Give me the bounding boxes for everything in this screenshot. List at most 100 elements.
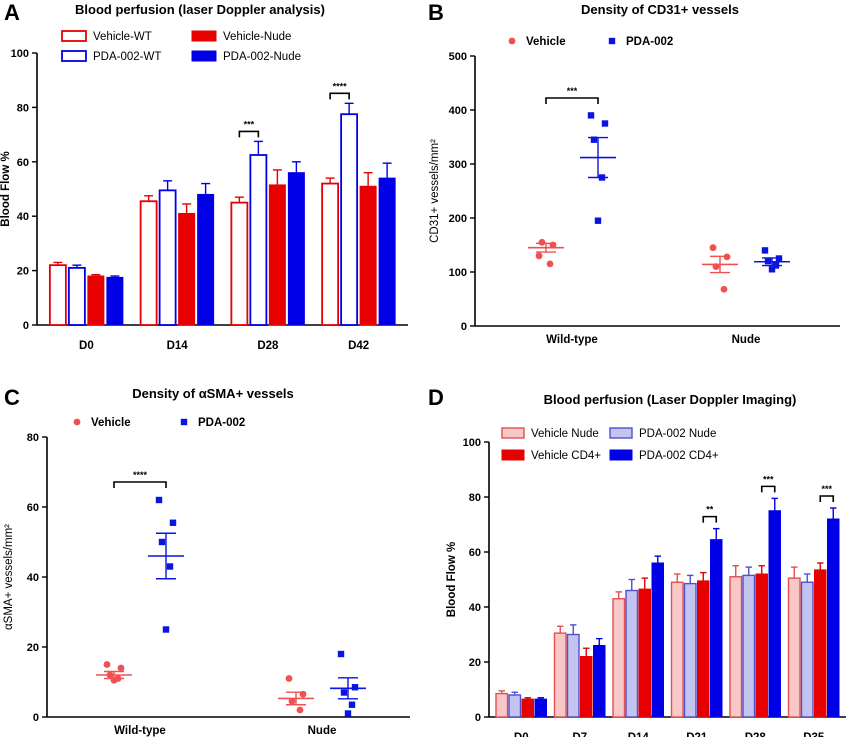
- legend-marker: [508, 37, 516, 45]
- y-tick-label: 40: [469, 602, 481, 614]
- x-tick-label: Wild-type: [546, 334, 598, 346]
- y-tick-label: 0: [23, 320, 29, 332]
- y-tick-label: 500: [449, 51, 467, 63]
- x-tick-label: D0: [514, 732, 529, 737]
- bar: [800, 581, 814, 718]
- bar: [625, 589, 639, 718]
- data-point: [549, 241, 557, 249]
- bar: [553, 632, 567, 718]
- legend-label: Vehicle CD4+: [531, 450, 601, 462]
- legend-marker: [73, 418, 81, 426]
- y-tick-label: 0: [461, 321, 467, 333]
- data-point: [169, 519, 177, 526]
- significance-label: ***: [244, 119, 255, 129]
- y-tick-label: 40: [17, 211, 29, 223]
- bar: [534, 698, 547, 718]
- significance-label: ***: [763, 474, 774, 484]
- y-tick-label: 0: [33, 712, 39, 724]
- bar: [249, 154, 268, 326]
- significance-label: ***: [567, 86, 578, 96]
- legend-swatch: [609, 449, 633, 461]
- y-tick-label: 300: [449, 159, 467, 171]
- chart-title: Blood perfusion (Laser Doppler Imaging): [544, 392, 797, 407]
- chart-title: Blood perfusion (laser Doppler analysis): [75, 2, 325, 17]
- x-tick-label: D14: [167, 340, 189, 352]
- bar: [87, 275, 105, 326]
- data-point: [288, 697, 296, 705]
- data-point: [587, 112, 595, 119]
- bar: [178, 212, 196, 326]
- panel-a: 0 20 40 60 80 100 Blood Flow % Blood perfusion …: [0, 0, 408, 352]
- bar: [67, 266, 86, 326]
- legend-label: Vehicle-Nude: [223, 31, 291, 43]
- data-point: [337, 650, 345, 658]
- panel-letter: B: [428, 0, 444, 25]
- significance-bracket: [113, 481, 167, 488]
- significance-label: **: [706, 505, 714, 515]
- y-axis-label: Blood Flow %: [446, 542, 458, 617]
- bar: [768, 510, 781, 718]
- data-point: [761, 247, 769, 254]
- legend-swatch: [61, 50, 87, 62]
- bar: [566, 633, 580, 718]
- bar: [742, 574, 756, 718]
- bar: [683, 582, 697, 718]
- panel-letter: D: [428, 385, 444, 410]
- data-point: [601, 120, 609, 127]
- bar: [106, 276, 124, 326]
- bar: [612, 598, 626, 718]
- data-point: [162, 626, 170, 633]
- legend-label: PDA-002 Nude: [639, 428, 716, 440]
- panel-c: 0 20 40 60 80 αSMA+ vessels/mm² Density of αSM…: [3, 385, 410, 737]
- legend-label: PDA-002 CD4+: [639, 450, 719, 462]
- legend-label: PDA-002-Nude: [223, 51, 301, 63]
- x-tick-label: Nude: [308, 725, 337, 737]
- y-axis-label: αSMA+ vessels/mm²: [3, 524, 15, 630]
- panel-letter: C: [4, 385, 20, 410]
- y-tick-label: 40: [27, 572, 39, 584]
- legend-label: Vehicle Nude: [531, 428, 599, 440]
- significance-bracket: [238, 130, 260, 138]
- significance-bracket: [702, 515, 718, 523]
- bar: [670, 581, 684, 718]
- y-tick-label: 80: [469, 492, 481, 504]
- legend-label: Vehicle-WT: [93, 31, 152, 43]
- data-point: [723, 253, 731, 261]
- data-point: [720, 285, 728, 293]
- bar: [508, 694, 522, 718]
- bar: [139, 200, 158, 326]
- data-point: [535, 252, 543, 260]
- chart-title: Density of CD31+ vessels: [581, 2, 739, 17]
- data-point: [768, 266, 776, 273]
- bar: [729, 576, 743, 718]
- x-tick-label: D28: [745, 732, 767, 737]
- bar: [268, 184, 286, 326]
- data-point: [709, 244, 717, 252]
- x-tick-label: D21: [686, 732, 708, 737]
- x-tick-label: D35: [803, 732, 825, 737]
- legend-label: PDA-002-WT: [93, 51, 161, 63]
- legend-label: Vehicle: [526, 36, 566, 48]
- bar: [787, 577, 801, 718]
- data-point: [546, 260, 554, 268]
- y-tick-label: 20: [469, 657, 481, 669]
- legend-marker: [180, 418, 188, 426]
- bar: [230, 201, 249, 326]
- bar: [521, 698, 534, 718]
- legend-label: PDA-002: [198, 417, 245, 429]
- y-tick-label: 0: [475, 712, 481, 724]
- legend-swatch: [609, 427, 633, 439]
- y-tick-label: 60: [27, 502, 39, 514]
- x-tick-label: D14: [628, 732, 650, 737]
- x-tick-label: Nude: [732, 334, 761, 346]
- bar: [340, 113, 359, 326]
- data-point: [344, 710, 352, 717]
- y-tick-label: 80: [17, 102, 29, 114]
- data-point: [158, 538, 166, 546]
- data-point: [155, 496, 163, 504]
- y-tick-label: 60: [17, 157, 29, 169]
- data-point: [590, 136, 598, 143]
- bar: [710, 539, 723, 718]
- data-point: [110, 676, 118, 684]
